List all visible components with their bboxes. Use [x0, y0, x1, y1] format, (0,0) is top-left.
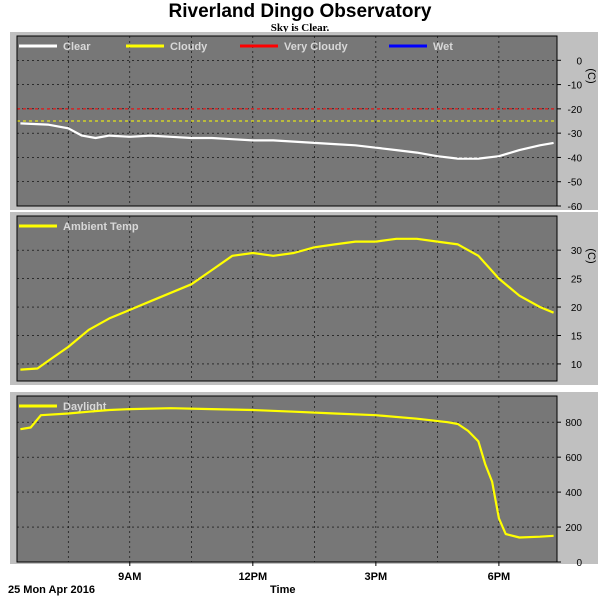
x-axis-title: Time: [270, 584, 296, 596]
ambient-temperature-ytick-label: 15: [571, 331, 583, 342]
daylight-ytick-label: 400: [565, 488, 582, 499]
sky-temperature-ytick-label: 0: [576, 56, 582, 67]
daylight-ytick-label: 800: [565, 418, 582, 429]
daylight-ytick-label: 0: [576, 558, 582, 569]
x-tick-label: 6PM: [488, 571, 511, 583]
x-tick-label: 12PM: [238, 571, 267, 583]
sky-temperature-ytick-label: -50: [568, 178, 583, 189]
daylight-ytick-label: 200: [565, 523, 582, 534]
ambient-temperature-ytick-label: 10: [571, 360, 583, 371]
daylight-border: [16, 395, 558, 563]
ambient-temperature-plot-area: [17, 216, 557, 381]
x-tick-label: 3PM: [365, 571, 388, 583]
ambient-temperature-ytick-label: 25: [571, 275, 583, 286]
sky-temperature-border: [16, 35, 558, 207]
daylight-legend-label: Daylight: [63, 401, 107, 413]
daylight-plot-area: [17, 396, 557, 562]
sky-temperature-legend-label: Cloudy: [170, 41, 208, 53]
daylight-ytick-label: 600: [565, 453, 582, 464]
sky-temperature-ytick-label: -60: [568, 202, 583, 213]
ambient-temperature-ytick-label: 30: [571, 246, 583, 257]
sky-temperature-legend-label: Wet: [433, 41, 453, 53]
sky-temperature-legend-label: Very Cloudy: [284, 41, 348, 53]
ambient-temperature-border: [16, 215, 558, 382]
sky-temperature-series-line: [20, 122, 554, 160]
ambient-temperature-ytick-label: 20: [571, 303, 583, 314]
sky-temperature-ylabel: (C): [585, 68, 597, 83]
sky-temperature-ytick-label: -10: [568, 81, 583, 92]
date-label: 25 Mon Apr 2016: [8, 584, 96, 596]
page-title: Riverland Dingo Observatory: [168, 1, 432, 22]
sky-status-subtitle: Sky is Clear.: [270, 22, 330, 34]
sky-temperature-ytick-label: -30: [568, 129, 583, 140]
ambient-temperature-legend-label: Ambient Temp: [63, 221, 139, 233]
ambient-temperature-ylabel: (C): [585, 248, 597, 263]
daylight-series-line: [20, 407, 554, 539]
sky-temperature-ytick-label: -20: [568, 105, 583, 116]
sky-temperature-legend-label: Clear: [63, 41, 91, 53]
ambient-temperature-series-line: [20, 237, 555, 371]
sky-temperature-ytick-label: -40: [568, 153, 583, 164]
x-tick-label: 9AM: [118, 571, 141, 583]
